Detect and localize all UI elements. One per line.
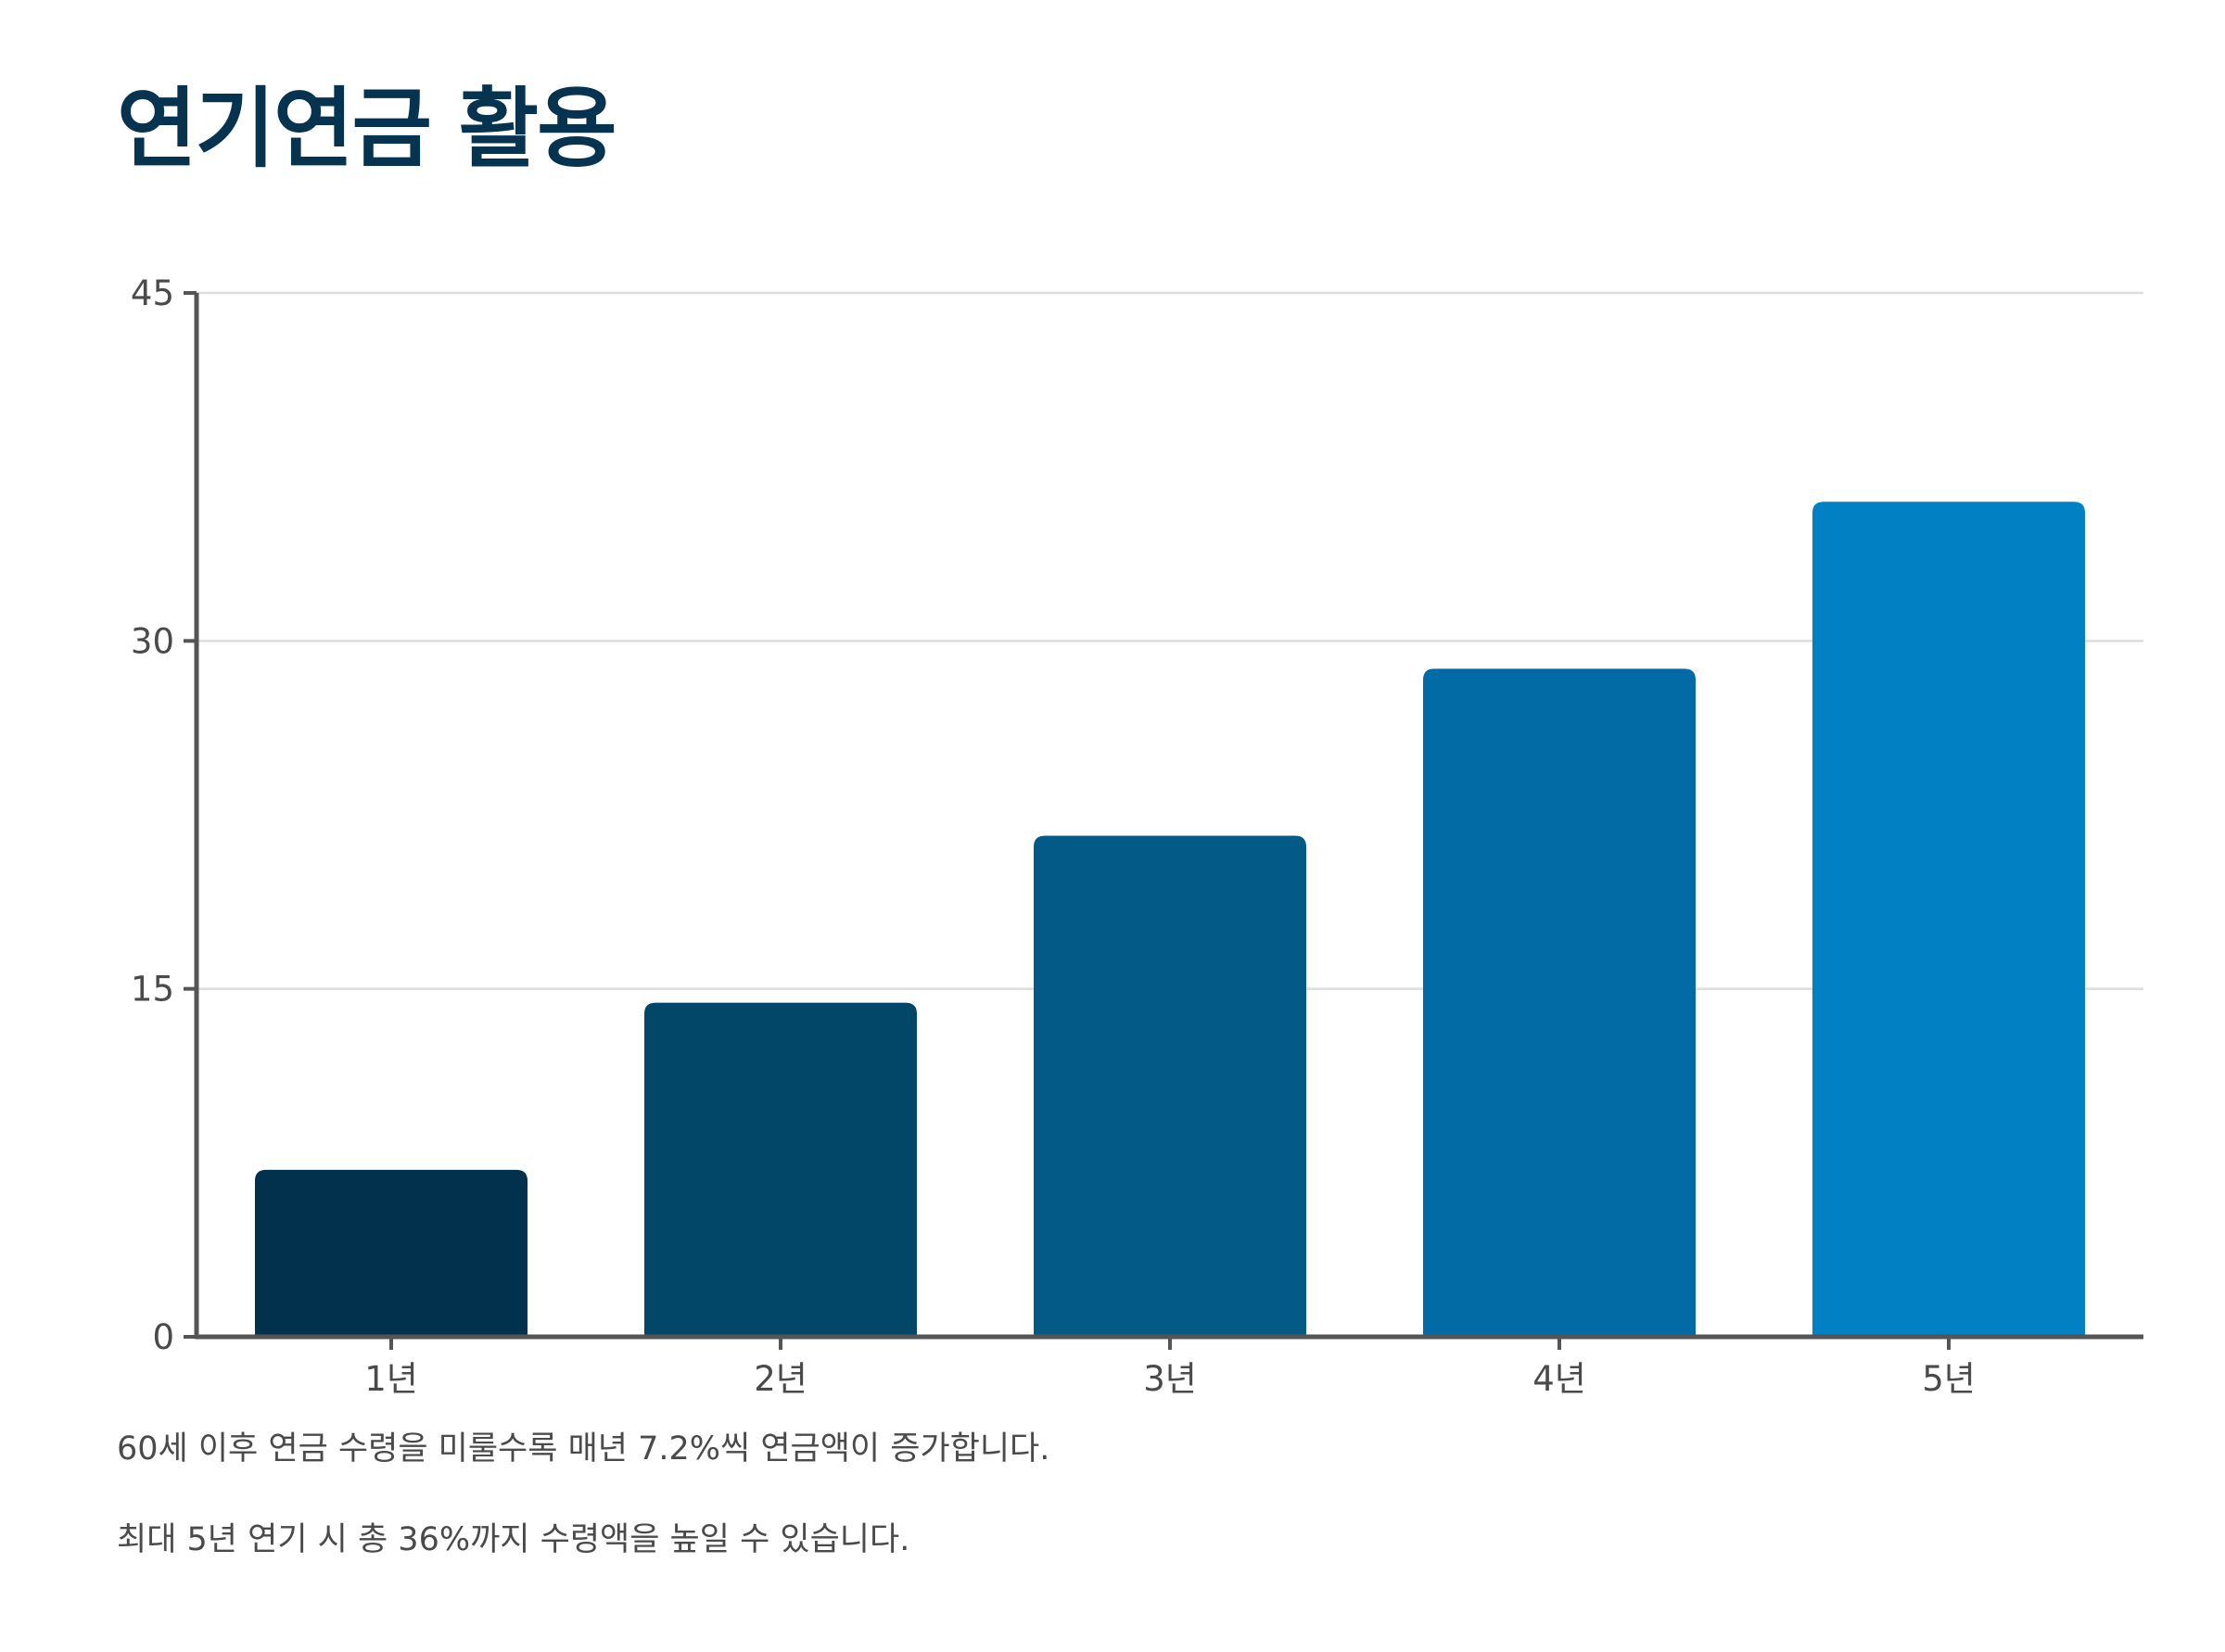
x-tick-label: 1년 (364, 1359, 418, 1399)
y-tick-label: 15 (131, 970, 174, 1010)
y-tick-label: 45 (131, 273, 174, 313)
x-tick-label: 5년 (1922, 1359, 1976, 1399)
caption-max-increase: 최대 5년 연기 시 총 36%까지 수령액을 높일 수 있습니다. (117, 1521, 910, 1558)
y-tick-label: 0 (152, 1317, 174, 1357)
bar-chart: 0 15 30 45 1년 2년 3년 4년 5년 (131, 273, 2143, 1399)
bar-2 (644, 1002, 917, 1337)
axes (184, 291, 2143, 1350)
bars (255, 502, 2085, 1337)
caption-delay-increase: 60세 이후 연금 수령을 미룰수록 매년 7.2%씩 연금액이 증가합니다. (117, 1430, 1050, 1468)
page-title: 연기연금 활용 (117, 79, 617, 180)
bar-1 (255, 1169, 528, 1337)
tick-labels: 0 15 30 45 1년 2년 3년 4년 5년 (131, 273, 1976, 1399)
y-tick-label: 30 (131, 621, 174, 661)
bar-3 (1034, 835, 1306, 1337)
bar-5 (1812, 502, 2085, 1337)
x-tick-label: 2년 (754, 1359, 807, 1399)
bar-4 (1423, 668, 1696, 1337)
x-tick-label: 4년 (1532, 1359, 1586, 1399)
x-tick-label: 3년 (1143, 1359, 1197, 1399)
